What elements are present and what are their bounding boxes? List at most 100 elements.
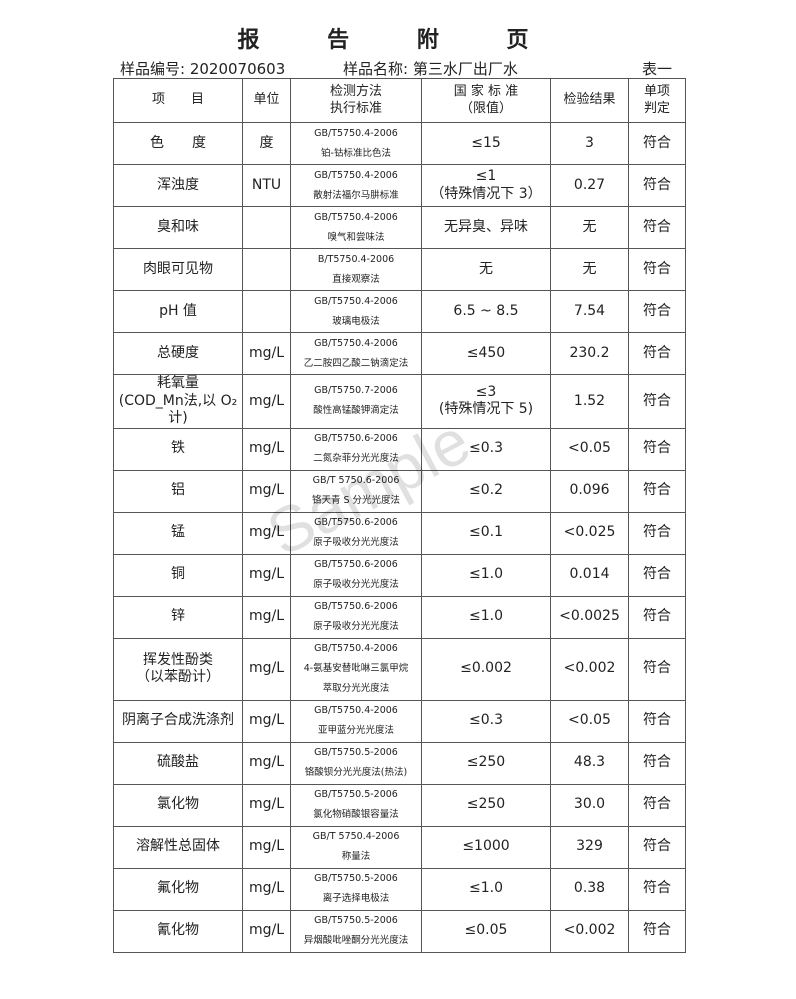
table-row: 氰化物 mg/L GB/T5750.5-2006 异烟酸吡唑酮分光光度法 ≤0.05 <0… [113,909,686,953]
limit-cell: ≤3 (特殊情况下 5) [421,374,551,429]
header-result: 检验结果 [550,78,629,123]
item-cell: 锰 [113,511,243,555]
limit-cell: ≤1.0 [421,553,551,597]
unit-cell: mg/L [242,553,291,597]
table-row: 浑浊度 NTU GB/T5750.4-2006 散射法福尔马肼标准 ≤1 （特殊情况下 3… [113,164,686,207]
header-unit: 单位 [242,78,291,123]
table-row: 总硬度 mg/L GB/T5750.4-2006 乙二胺四乙酸二钠滴定法 ≤450 230… [113,332,686,375]
item-cell: 氯化物 [113,783,243,827]
item-cell: 色 度 [113,122,243,165]
limit-cell: ≤0.05 [421,909,551,953]
limit-cell: ≤450 [421,332,551,375]
result-cell: 0.27 [550,164,629,207]
unit-cell [242,290,291,333]
method-cell: GB/T5750.4-2006 嗅气和尝味法 [290,206,422,249]
limit-cell: ≤1000 [421,825,551,869]
unit-cell: mg/L [242,637,291,701]
judge-cell: 符合 [628,332,686,375]
table-row: pH 值 GB/T5750.4-2006 玻璃电极法 6.5 ~ 8.5 7.54 符合 [113,290,686,333]
method-cell: GB/T5750.7-2006 酸性高锰酸钾滴定法 [290,374,422,429]
method-cell: GB/T5750.4-2006 4-氨基安替吡啉三氯甲烷 萃取分光光度法 [290,637,422,701]
limit-cell: ≤15 [421,122,551,165]
limit-cell: ≤1.0 [421,867,551,911]
judge-cell: 符合 [628,206,686,249]
result-cell: 230.2 [550,332,629,375]
item-cell: 阴离子合成洗涤剂 [113,699,243,743]
unit-cell [242,248,291,291]
header-row: 项 目 单位 检测方法 执行标准 国 家 标 准（限值） 检验结果 单项 判定 [113,78,686,123]
limit-cell: 6.5 ~ 8.5 [421,290,551,333]
unit-cell: mg/L [242,783,291,827]
method-cell: GB/T5750.5-2006 氯化物硝酸银容量法 [290,783,422,827]
table-row: 阴离子合成洗涤剂 mg/L GB/T5750.4-2006 亚甲蓝分光光度法 ≤0.3 <… [113,699,686,743]
item-cell: 铝 [113,469,243,513]
result-cell: 无 [550,248,629,291]
result-cell: 30.0 [550,783,629,827]
limit-cell: ≤250 [421,741,551,785]
unit-cell: mg/L [242,332,291,375]
judge-cell: 符合 [628,867,686,911]
result-cell: 0.096 [550,469,629,513]
table-row: 锰 mg/L GB/T5750.6-2006 原子吸收分光光度法 ≤0.1 <0.025 符… [113,511,686,555]
unit-cell: mg/L [242,825,291,869]
judge-cell: 符合 [628,290,686,333]
item-cell: 肉眼可见物 [113,248,243,291]
header-limit: 国 家 标 准（限值） [421,78,551,123]
limit-cell: ≤0.002 [421,637,551,701]
table-row: 铜 mg/L GB/T5750.6-2006 原子吸收分光光度法 ≤1.0 0.014 符合 [113,553,686,597]
header-method: 检测方法 执行标准 [290,78,422,123]
judge-cell: 符合 [628,595,686,639]
method-cell: GB/T5750.6-2006 二氮杂菲分光光度法 [290,427,422,471]
item-cell: 耗氧量 (COD_Mn法,以 O₂计) [113,374,243,429]
table-row: 锌 mg/L GB/T5750.6-2006 原子吸收分光光度法 ≤1.0 <0.0025… [113,595,686,639]
header-item: 项 目 [113,78,243,123]
limit-cell: ≤0.3 [421,427,551,471]
limit-cell: 无 [421,248,551,291]
result-cell: <0.002 [550,637,629,701]
item-cell: 硫酸盐 [113,741,243,785]
result-cell: 无 [550,206,629,249]
item-cell: 锌 [113,595,243,639]
method-cell: GB/T5750.5-2006 异烟酸吡唑酮分光光度法 [290,909,422,953]
result-cell: 3 [550,122,629,165]
item-cell: pH 值 [113,290,243,333]
method-cell: GB/T5750.5-2006 铬酸钡分光光度法(热法) [290,741,422,785]
item-cell: 臭和味 [113,206,243,249]
limit-cell: ≤0.1 [421,511,551,555]
unit-cell: mg/L [242,511,291,555]
judge-cell: 符合 [628,469,686,513]
method-cell: GB/T 5750.6-2006 铬天青 S 分光光度法 [290,469,422,513]
unit-cell: mg/L [242,909,291,953]
results-table: 项 目 单位 检测方法 执行标准 国 家 标 准（限值） 检验结果 单项 判定 色 … [113,78,686,953]
table-row: 耗氧量 (COD_Mn法,以 O₂计) mg/L GB/T5750.7-2006 酸性高… [113,374,686,429]
result-cell: 0.014 [550,553,629,597]
judge-cell: 符合 [628,699,686,743]
result-cell: 0.38 [550,867,629,911]
judge-cell: 符合 [628,825,686,869]
judge-cell: 符合 [628,248,686,291]
judge-cell: 符合 [628,909,686,953]
item-cell: 挥发性酚类 （以苯酚计） [113,637,243,701]
method-cell: GB/T5750.4-2006 乙二胺四乙酸二钠滴定法 [290,332,422,375]
judge-cell: 符合 [628,427,686,471]
result-cell: <0.05 [550,427,629,471]
judge-cell: 符合 [628,122,686,165]
item-cell: 铁 [113,427,243,471]
method-cell: GB/T5750.4-2006 玻璃电极法 [290,290,422,333]
unit-cell: mg/L [242,699,291,743]
unit-cell: mg/L [242,741,291,785]
unit-cell [242,206,291,249]
judge-cell: 符合 [628,637,686,701]
table-row: 氯化物 mg/L GB/T5750.5-2006 氯化物硝酸银容量法 ≤250 30.0 符… [113,783,686,827]
table-number: 表一 [642,60,673,78]
result-cell: <0.002 [550,909,629,953]
method-cell: GB/T5750.6-2006 原子吸收分光光度法 [290,553,422,597]
method-cell: GB/T 5750.4-2006 称量法 [290,825,422,869]
table-row: 硫酸盐 mg/L GB/T5750.5-2006 铬酸钡分光光度法(热法) ≤250 48… [113,741,686,785]
method-cell: GB/T5750.4-2006 铂-钴标准比色法 [290,122,422,165]
result-cell: <0.05 [550,699,629,743]
sample-number: 样品编号: 2020070603 [120,60,286,78]
unit-cell: mg/L [242,867,291,911]
page-title: 报 告 附 页 [237,28,559,53]
table-row: 挥发性酚类 （以苯酚计） mg/L GB/T5750.4-2006 4-氨基安替吡啉三氯… [113,637,686,701]
